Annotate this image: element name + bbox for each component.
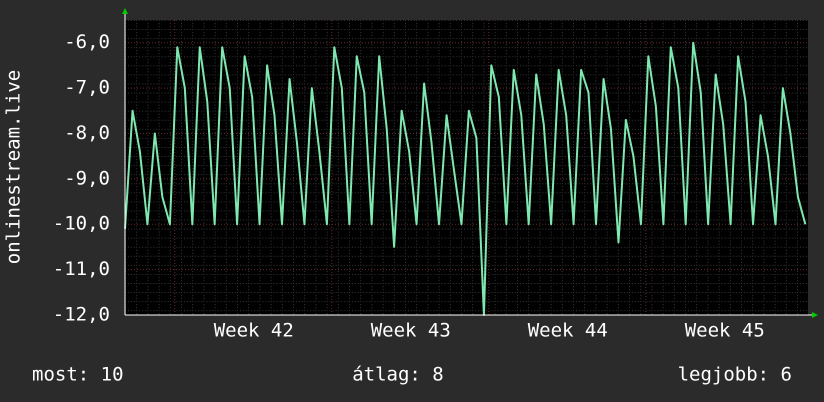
y-tick-label: -6,0 (64, 31, 110, 53)
series-line (124, 41, 807, 316)
y-tick-label: -10,0 (53, 213, 110, 235)
stat-max: legjobb: 6 (678, 364, 792, 386)
y-axis-label: onlinestream.live (3, 70, 25, 264)
stat-current: most: 10 (32, 364, 124, 386)
y-tick-label: -7,0 (64, 77, 110, 99)
y-tick-label: -11,0 (53, 258, 110, 280)
plot (124, 41, 807, 316)
x-tick-label: Week 45 (685, 320, 765, 342)
y-tick-label: -12,0 (53, 304, 110, 326)
y-arrow (122, 8, 128, 14)
y-tick-label: -9,0 (64, 167, 110, 189)
x-tick-label: Week 43 (371, 320, 451, 342)
x-arrow (812, 312, 818, 318)
x-tick-label: Week 44 (528, 320, 608, 342)
x-tick-label: Week 42 (214, 320, 294, 342)
stat-average: átlag: 8 (352, 364, 444, 386)
y-tick-label: -8,0 (64, 122, 110, 144)
